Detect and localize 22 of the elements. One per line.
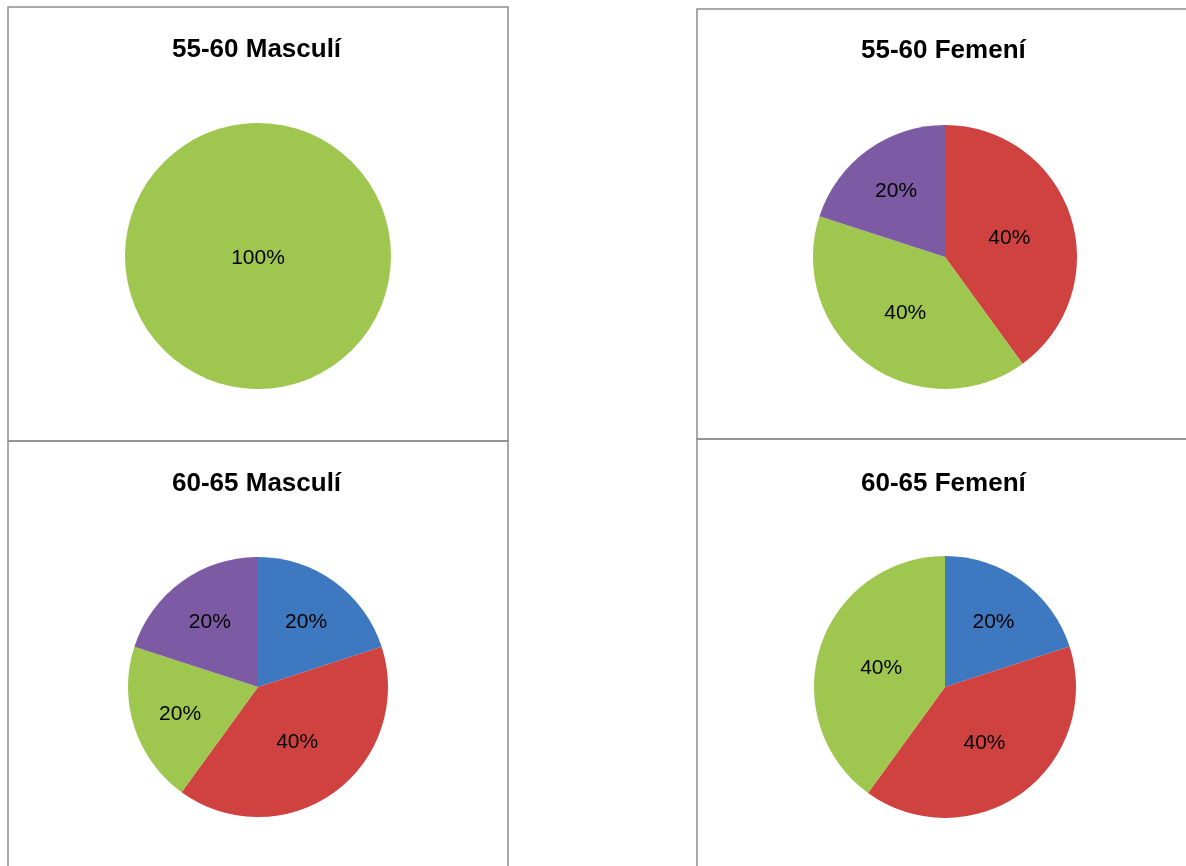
data-label: 20% [972,608,1015,632]
data-label: 40% [860,654,903,678]
data-label: 100% [231,244,285,268]
data-label: 20% [875,178,918,202]
pie-slice [258,557,382,687]
data-label: 40% [988,224,1031,248]
chart-title: 60-65 Femení [861,467,1027,497]
chart-title: 55-60 Femení [861,34,1027,64]
pie-slice [814,556,945,793]
data-label: 20% [159,700,202,724]
pie-slice [819,125,945,257]
data-label: 40% [963,729,1006,753]
pie-slice [134,557,258,687]
chart-title: 60-65 Masculí [172,467,342,497]
data-label: 40% [884,300,927,324]
pie-slice [945,556,1070,687]
pie-slice [945,125,1077,364]
pie-slice [128,646,258,793]
data-label: 40% [276,729,319,753]
data-label: 20% [285,609,328,633]
chart-title: 55-60 Masculí [172,33,342,63]
data-label: 20% [188,609,231,633]
